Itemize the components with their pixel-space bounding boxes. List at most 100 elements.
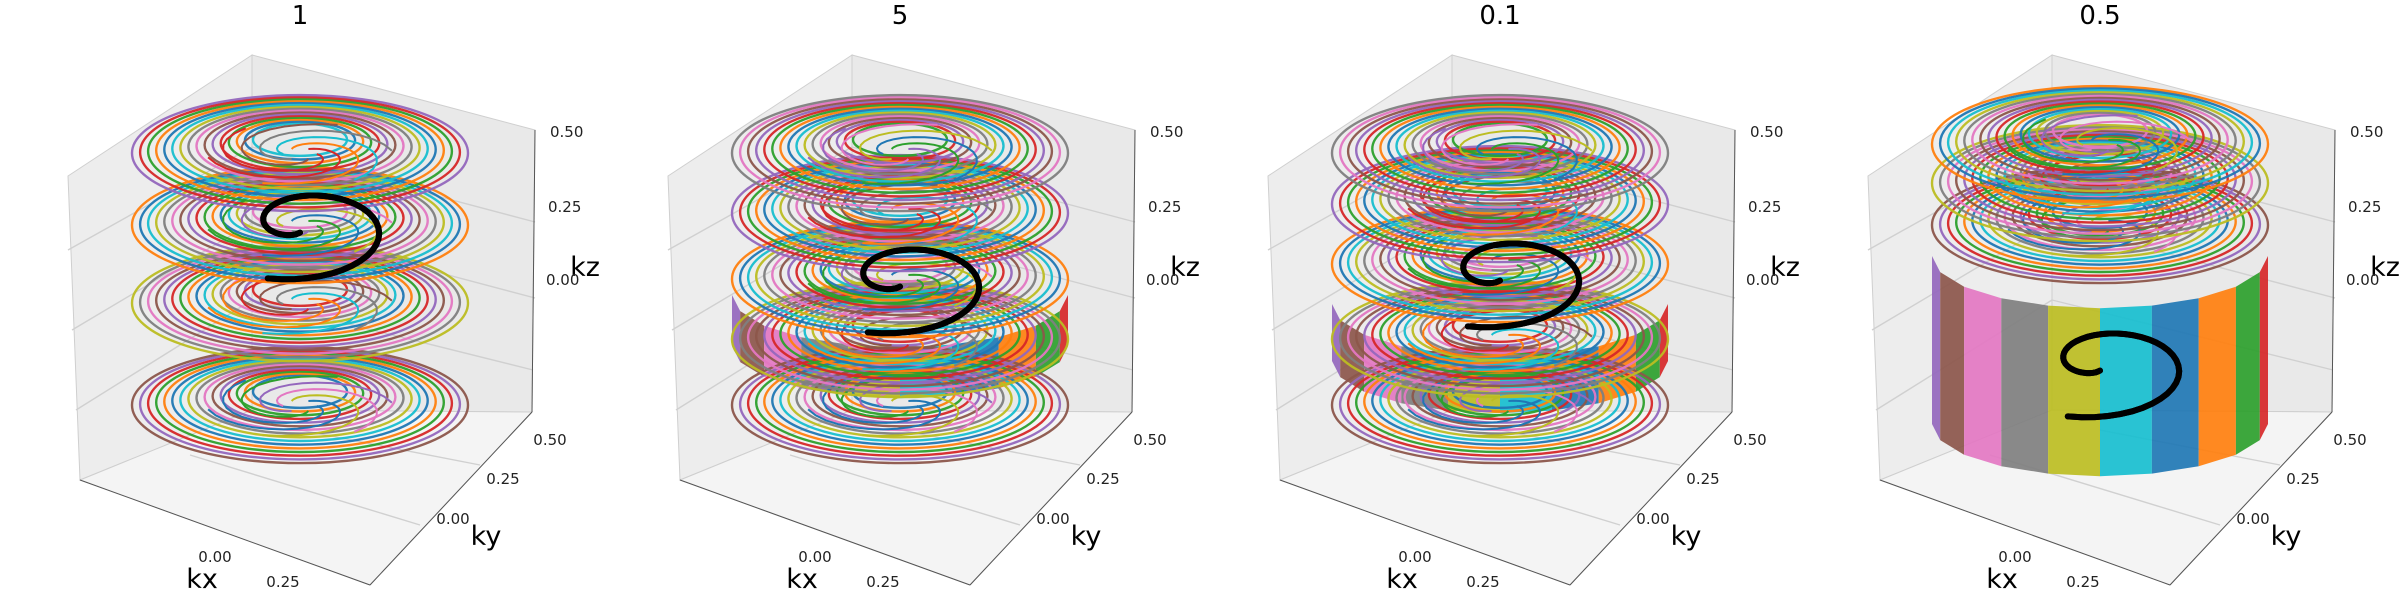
panel-1-ztick-1: 0.00	[546, 271, 579, 289]
spiral-ring	[1330, 345, 1670, 465]
panel-2-zlabel: kz	[1170, 252, 1200, 283]
spiral-arm	[258, 129, 393, 161]
spiral-ring	[1971, 133, 2229, 224]
spiral-ring	[1395, 108, 1605, 183]
panel-1-zlabel: kz	[570, 252, 600, 283]
panel-4-plot	[1867, 54, 2336, 586]
spiral-ring	[730, 219, 1070, 339]
spiral-ring	[1979, 96, 2221, 182]
spiral-ring	[203, 110, 397, 180]
z-axis-line	[2331, 129, 2336, 413]
spiral-ring	[1371, 214, 1629, 305]
spiral-arm	[2075, 127, 2178, 172]
spiral-ring	[1946, 88, 2254, 196]
spiral-arm	[275, 388, 378, 433]
spiral-ring	[1954, 129, 2246, 232]
spiral-ring	[1954, 90, 2246, 193]
panel-2-ytick-1: 0.00	[1036, 510, 1069, 528]
spiral-arm	[262, 142, 360, 185]
panel-2-xtick-2: 0.25	[866, 573, 899, 591]
spiral-arm	[222, 127, 325, 172]
panel-1-plot	[67, 54, 536, 586]
panel-4-ztick-1: 0.00	[2346, 271, 2379, 289]
spiral-ring	[811, 112, 989, 176]
spiral-arm	[1440, 375, 1538, 418]
spiral-ring	[763, 101, 1037, 198]
spiral-ring	[811, 364, 989, 428]
panel-1-ytick-2: 0.25	[486, 470, 519, 488]
spiral-ring	[1403, 296, 1597, 366]
spiral-arm	[822, 313, 925, 358]
spiral-arm	[1475, 136, 1578, 181]
spiral-ring	[2011, 142, 2189, 206]
spiral-ring	[154, 171, 446, 274]
panel-2-plot	[667, 54, 1136, 586]
spiral-ring	[763, 227, 1037, 324]
spiral-ring	[1354, 99, 1646, 202]
spiral-arm	[840, 375, 938, 418]
spiral-ring	[211, 112, 389, 176]
spiral-ring	[2027, 107, 2173, 160]
spiral-ring	[1371, 289, 1629, 380]
spiral-arm	[258, 279, 393, 311]
spiral-ring	[154, 99, 446, 202]
band-stripe	[2259, 256, 2268, 441]
spiral-arm	[207, 219, 342, 251]
x-axis-line	[679, 479, 971, 586]
panel-3-ytick-2: 0.25	[1686, 470, 1719, 488]
spiral-ring	[771, 289, 1029, 380]
spiral-ring	[227, 116, 373, 169]
highlight-trajectory-arm-b	[260, 192, 383, 283]
panel-1-ytick-1: 0.00	[436, 510, 469, 528]
panel-2-ztick-3: 0.50	[1150, 123, 1183, 141]
spiral-ring	[1411, 112, 1589, 176]
spiral-ring	[1387, 107, 1613, 187]
spiral-arm	[2022, 118, 2125, 163]
panel-2-ytick-2: 0.25	[1086, 470, 1119, 488]
spiral-ring	[1403, 110, 1597, 180]
spiral-ring	[779, 357, 1021, 443]
x-axis-line	[1879, 479, 2171, 586]
panel-4-ytick-1: 0.00	[2236, 510, 2269, 528]
spiral-ring	[1354, 150, 1646, 253]
y-axis-line	[969, 411, 1133, 586]
spiral-arm	[875, 136, 978, 181]
spiral-arm	[1440, 123, 1538, 166]
spiral-ring	[1371, 103, 1629, 194]
spiral-arm	[1407, 147, 1542, 179]
panel-1-xtick-1: 0.00	[198, 548, 231, 566]
spiral-ring	[1379, 105, 1621, 191]
panel-4-ylabel: ky	[2271, 521, 2302, 552]
spiral-arm	[1462, 142, 1560, 185]
panel-4-title: 0.5	[2079, 1, 2120, 31]
spiral-arm	[262, 394, 360, 437]
panel-3: 0.1 kx ky kz 0.00 0.25 0.00 0.25 0.50 0.…	[1267, 1, 1800, 595]
spiral-ring	[138, 95, 462, 209]
spiral-ring	[771, 103, 1029, 194]
panel-3-xtick-1: 0.00	[1398, 548, 1431, 566]
spiral-ring	[779, 231, 1021, 317]
panel-1-ztick-2: 0.25	[548, 198, 581, 216]
panel-1-title: 1	[292, 1, 309, 31]
panel-2-ztick-2: 0.25	[1148, 198, 1181, 216]
spiral-ring	[754, 159, 1046, 262]
spiral-arm	[822, 127, 925, 172]
panel-2-ytick-3: 0.50	[1133, 431, 1166, 449]
grid-line	[75, 299, 253, 411]
panel-3-title: 0.1	[1479, 1, 1520, 31]
panel-2-xlabel: kx	[786, 564, 818, 595]
spiral-arm	[2007, 177, 2142, 209]
panel-3-plot	[1267, 54, 1736, 586]
band-stripe	[1940, 272, 1965, 455]
panel-3-ytick-3: 0.50	[1733, 431, 1766, 449]
spiral-ring	[1395, 159, 1605, 234]
spiral-arm	[258, 381, 393, 413]
spiral-ring	[1363, 101, 1637, 198]
panel-1-ytick-3: 0.50	[533, 431, 566, 449]
panel-4-ztick-3: 0.50	[2350, 123, 2383, 141]
spiral-ring	[1403, 221, 1597, 291]
panel-1-ylabel: ky	[471, 521, 502, 552]
panel-4-zlabel: kz	[2370, 252, 2400, 283]
panel-3-ztick-2: 0.25	[1748, 198, 1781, 216]
panel-1-ztick-3: 0.50	[550, 123, 583, 141]
